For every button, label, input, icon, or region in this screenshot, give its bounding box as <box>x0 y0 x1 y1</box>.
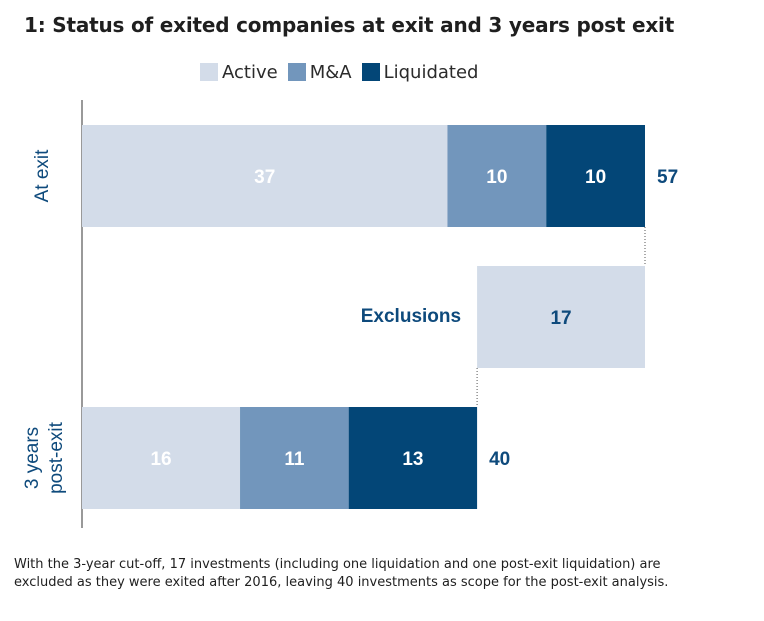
legend-item-liquidated: Liquidated <box>361 61 479 83</box>
category-label-post-exit-line2: post-exit <box>46 421 67 494</box>
bar-value-label: 37 <box>254 167 275 188</box>
bar-value-label: 16 <box>150 449 171 470</box>
bar-value-label: 13 <box>402 449 423 470</box>
legend-item-ma: M&A <box>287 61 352 83</box>
total-label-post-exit: 40 <box>489 449 510 470</box>
category-label-at-exit: At exit <box>32 149 53 203</box>
bar-post-exit-liquidated <box>348 407 478 509</box>
bar-post-exit-active <box>82 407 241 509</box>
bar-at-exit-liquidated <box>546 125 645 227</box>
legend-label-ma: M&A <box>309 61 352 83</box>
bar-value-label: 11 <box>284 449 305 470</box>
bar-value-label: 10 <box>585 167 606 188</box>
exclusions-label: Exclusions <box>361 306 461 327</box>
chart-title: 1: Status of exited companies at exit an… <box>24 13 675 37</box>
legend-swatch-liquidated <box>361 63 380 81</box>
legend-label-liquidated: Liquidated <box>383 61 479 83</box>
legend-swatch-active <box>200 63 218 81</box>
total-label-at-exit: 57 <box>657 167 678 188</box>
bar-at-exit-ma <box>447 125 547 227</box>
legend-label-active: Active <box>222 61 278 83</box>
bar-exclusions <box>477 266 645 368</box>
chart-legend: Active M&A Liquidated <box>200 61 488 83</box>
legend-swatch-ma <box>287 63 306 81</box>
bar-post-exit-ma <box>240 407 349 509</box>
bar-value-label-exclusions: 17 <box>550 308 571 329</box>
footnote: With the 3-year cut-off, 17 investments … <box>14 557 669 590</box>
category-label-post-exit-line1: 3 years <box>22 427 43 489</box>
bar-at-exit-active <box>82 125 448 227</box>
stacked-bar-chart: 37 10 10 16 11 13 17 Exclusions 57 40 At exit 3 yea… <box>22 100 678 528</box>
bar-value-label: 10 <box>486 167 507 188</box>
legend-item-active: Active <box>200 62 278 83</box>
